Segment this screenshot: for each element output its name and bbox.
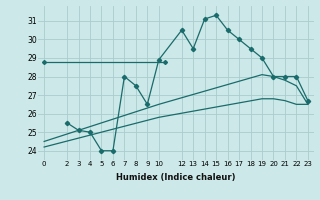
X-axis label: Humidex (Indice chaleur): Humidex (Indice chaleur) [116, 173, 236, 182]
